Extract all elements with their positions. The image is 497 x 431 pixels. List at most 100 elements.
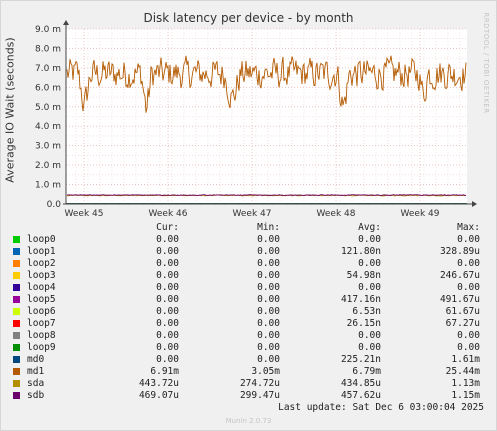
munin-version: Munin 2.0.73: [225, 417, 272, 425]
legend-label: sdb: [27, 390, 45, 401]
legend-rows: loop0 0.00 0.00 0.00 0.00 loop1 0.00 0.00 121.80…: [0, 234, 497, 402]
legend-value-cur: 469.07u: [138, 390, 179, 401]
series-line-md1: [66, 55, 467, 113]
legend-value-max: 67.27u: [445, 318, 480, 329]
legend-value-max: 0.00: [457, 258, 480, 269]
legend-value-cur: 443.72u: [138, 378, 179, 389]
legend-value-cur: 0.00: [156, 294, 179, 305]
legend-label: loop6: [27, 306, 56, 317]
legend-value-avg: 0.00: [358, 234, 381, 245]
x-tick-label: Week 47: [233, 209, 272, 219]
legend-value-max: 491.67u: [439, 294, 480, 305]
legend-value-max: 246.67u: [439, 270, 480, 281]
legend-value-cur: 0.00: [156, 282, 179, 293]
legend-label: sda: [27, 378, 45, 389]
legend-row-loop1: loop1 0.00 0.00 121.80n 328.89u: [0, 246, 497, 258]
col-min-header: Min:: [257, 222, 280, 233]
legend-row-md1: md1 6.91m 3.05m 6.79m 25.44m: [0, 366, 497, 378]
legend-value-max: 328.89u: [439, 246, 480, 257]
legend-label: md0: [27, 354, 45, 365]
legend-swatch: [13, 320, 20, 327]
legend-value-min: 0.00: [257, 282, 280, 293]
legend-value-min: 0.00: [257, 258, 280, 269]
legend-swatch: [13, 368, 20, 375]
legend-value-avg: 54.98n: [346, 270, 381, 281]
y-tick-label: 4.0 m: [35, 122, 61, 132]
y-tick-label: 1.0 m: [35, 181, 61, 191]
col-max-header: Max:: [457, 222, 480, 233]
legend-value-cur: 0.00: [156, 318, 179, 329]
legend-label: loop5: [27, 294, 56, 305]
x-tick-label: Week 45: [65, 209, 104, 219]
legend-value-max: 61.67u: [445, 306, 480, 317]
legend-value-cur: 0.00: [156, 270, 179, 281]
legend-row-loop0: loop0 0.00 0.00 0.00 0.00: [0, 234, 497, 246]
legend-value-cur: 0.00: [156, 258, 179, 269]
legend-swatch: [13, 344, 20, 351]
legend-value-min: 3.05m: [251, 366, 280, 377]
legend-row-loop9: loop9 0.00 0.00 0.00 0.00: [0, 342, 497, 354]
legend-value-min: 0.00: [257, 330, 280, 341]
legend-row-loop5: loop5 0.00 0.00 417.16n 491.67u: [0, 294, 497, 306]
legend-value-max: 1.15m: [451, 390, 480, 401]
legend-value-avg: 417.16n: [340, 294, 381, 305]
legend-row-loop2: loop2 0.00 0.00 0.00 0.00: [0, 258, 497, 270]
grid-lines: [66, 28, 467, 204]
legend-row-sdb: sdb 469.07u 299.47u 457.62u 1.15m: [0, 390, 497, 402]
legend-value-avg: 0.00: [358, 342, 381, 353]
y-tick-label: 0.0: [47, 200, 62, 210]
legend-row-sda: sda 443.72u 274.72u 434.85u 1.13m: [0, 378, 497, 390]
legend-value-min: 299.47u: [239, 390, 280, 401]
legend-value-max: 0.00: [457, 234, 480, 245]
legend-value-min: 0.00: [257, 246, 280, 257]
legend-label: loop3: [27, 270, 56, 281]
legend-value-max: 0.00: [457, 282, 480, 293]
y-tick-label: 3.0 m: [35, 142, 61, 152]
legend-swatch: [13, 380, 20, 387]
col-cur-header: Cur:: [156, 222, 179, 233]
legend-value-cur: 0.00: [156, 306, 179, 317]
legend-value-min: 274.72u: [239, 378, 280, 389]
last-update: Last update: Sat Dec 6 03:00:04 2025: [278, 402, 484, 413]
legend-row-loop8: loop8 0.00 0.00 0.00 0.00: [0, 330, 497, 342]
legend-row-loop4: loop4 0.00 0.00 0.00 0.00: [0, 282, 497, 294]
series-line-sdb: [66, 194, 467, 196]
legend-swatch: [13, 332, 20, 339]
legend-value-min: 0.00: [257, 342, 280, 353]
legend-label: loop4: [27, 282, 56, 293]
y-tick-labels: 0.0 1.0 m 2.0 m 3.0 m 4.0 m 5.0 m 6.0 m 7.0 m 8.…: [35, 25, 61, 210]
legend-value-min: 0.00: [257, 354, 280, 365]
x-axis-arrow: [472, 201, 477, 207]
y-axis-arrow: [63, 20, 69, 25]
legend-value-cur: 6.91m: [150, 366, 179, 377]
legend-swatch: [13, 248, 20, 255]
legend-swatch: [13, 392, 20, 399]
legend-value-avg: 6.79m: [352, 366, 381, 377]
x-tick-labels: Week 45 Week 46 Week 47 Week 48 Week 49: [65, 209, 440, 219]
legend-value-avg: 26.15n: [346, 318, 381, 329]
legend-value-max: 1.13m: [451, 378, 480, 389]
legend-label: loop1: [27, 246, 56, 257]
legend-label: loop8: [27, 330, 56, 341]
legend-label: loop9: [27, 342, 56, 353]
legend-value-avg: 0.00: [358, 330, 381, 341]
legend-value-min: 0.00: [257, 270, 280, 281]
y-tick-label: 5.0 m: [35, 103, 61, 113]
legend-swatch: [13, 356, 20, 363]
y-tick-label: 7.0 m: [35, 64, 61, 74]
legend-value-max: 0.00: [457, 330, 480, 341]
col-avg-header: Avg:: [358, 222, 381, 233]
legend-value-cur: 0.00: [156, 234, 179, 245]
legend-row-loop6: loop6 0.00 0.00 6.53n 61.67u: [0, 306, 497, 318]
axes: [63, 20, 477, 207]
legend-label: loop0: [27, 234, 56, 245]
x-tick-label: Week 46: [149, 209, 188, 219]
legend-value-avg: 6.53n: [352, 306, 381, 317]
legend-swatch: [13, 260, 20, 267]
legend-swatch: [13, 272, 20, 279]
legend-value-avg: 0.00: [358, 258, 381, 269]
legend-value-min: 0.00: [257, 234, 280, 245]
legend-value-cur: 0.00: [156, 246, 179, 257]
legend-value-avg: 0.00: [358, 282, 381, 293]
legend-swatch: [13, 308, 20, 315]
